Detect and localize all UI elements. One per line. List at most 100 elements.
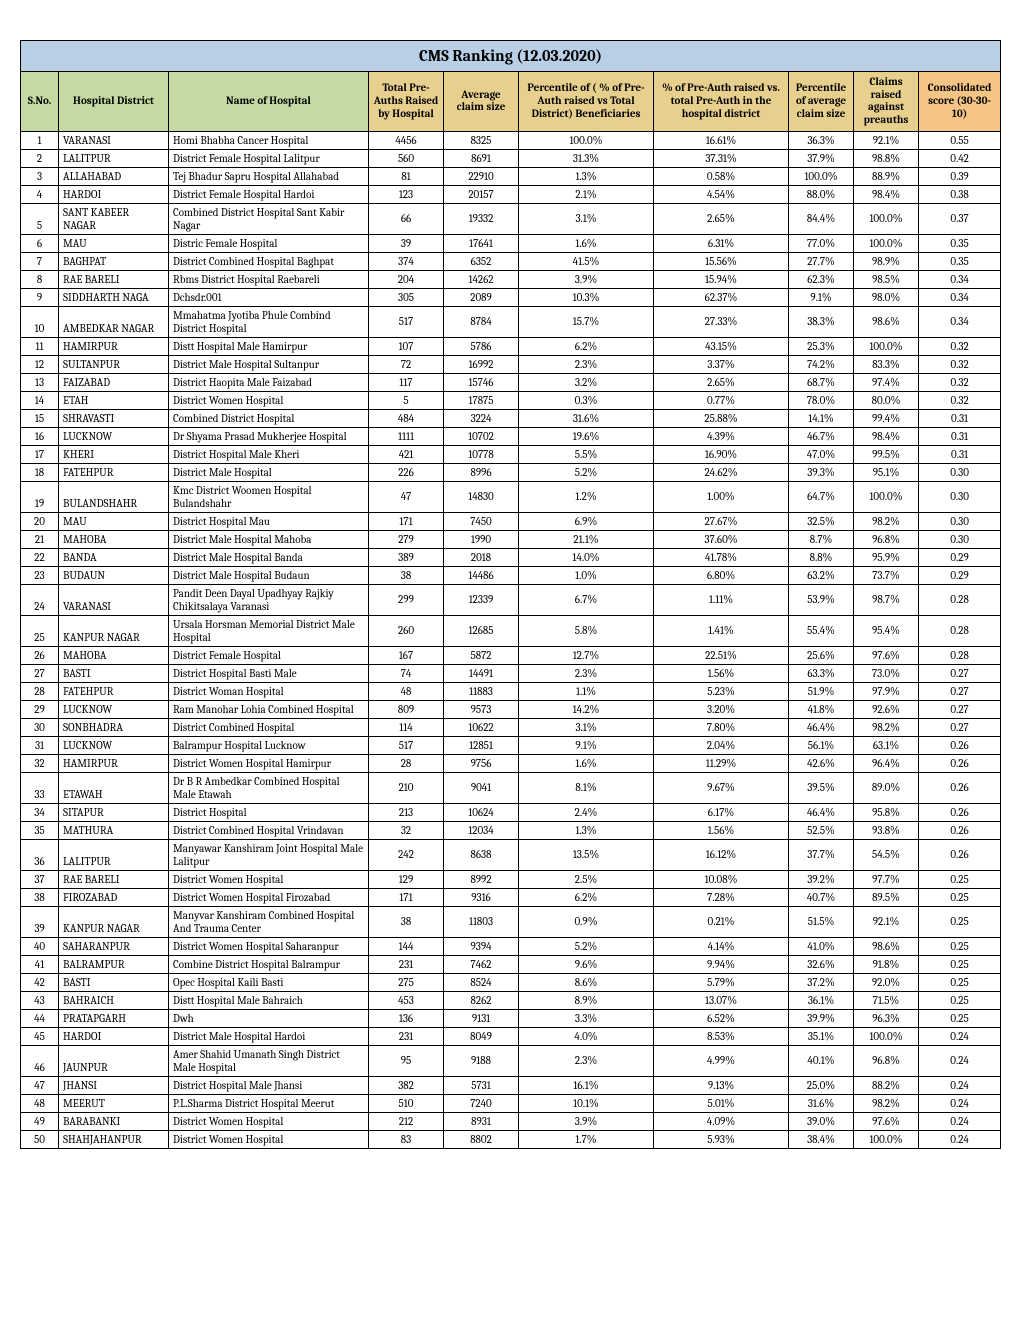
cell: FATEHPUR bbox=[59, 682, 169, 700]
cell: 74 bbox=[369, 664, 444, 682]
cell: 11.29% bbox=[654, 754, 789, 772]
cell: 54.5% bbox=[854, 839, 919, 870]
cell: Distt Hospital Male Bahraich bbox=[169, 991, 369, 1009]
cell: 4.0% bbox=[519, 1027, 654, 1045]
cell: 275 bbox=[369, 973, 444, 991]
cell: 0.28 bbox=[919, 646, 1001, 664]
table-row: 38FIROZABADDistrict Women Hospital Firoz… bbox=[21, 888, 1001, 906]
cell: Dr B R Ambedkar Combined Hospital Male E… bbox=[169, 772, 369, 803]
col-header-4: Average claim size bbox=[444, 72, 519, 132]
cell: 0.26 bbox=[919, 754, 1001, 772]
cell: 4456 bbox=[369, 131, 444, 149]
cell: 0.24 bbox=[919, 1045, 1001, 1076]
cell: 14262 bbox=[444, 270, 519, 288]
cell: 96.4% bbox=[854, 754, 919, 772]
cell: 72 bbox=[369, 355, 444, 373]
cell: 41.78% bbox=[654, 548, 789, 566]
cell: 31.3% bbox=[519, 149, 654, 167]
cell: 4.39% bbox=[654, 427, 789, 445]
cell: 12 bbox=[21, 355, 59, 373]
cell: BAHRAICH bbox=[59, 991, 169, 1009]
table-row: 39KANPUR NAGARManyvar Kanshiram Combined… bbox=[21, 906, 1001, 937]
cell: 43.15% bbox=[654, 337, 789, 355]
cell: 31 bbox=[21, 736, 59, 754]
cell: 28 bbox=[369, 754, 444, 772]
page-container: CMS Ranking (12.03.2020) S.No.Hospital D… bbox=[20, 40, 1000, 1149]
table-row: 16LUCKNOWDr Shyama Prasad Mukherjee Hosp… bbox=[21, 427, 1001, 445]
cell: 100.0% bbox=[854, 481, 919, 512]
cell: 0.24 bbox=[919, 1094, 1001, 1112]
cell: VARANASI bbox=[59, 584, 169, 615]
col-header-5: Percentile of ( % of Pre-Auth raised vs … bbox=[519, 72, 654, 132]
cell: 1.3% bbox=[519, 167, 654, 185]
cell: 98.2% bbox=[854, 1094, 919, 1112]
cell: 37.7% bbox=[789, 839, 854, 870]
table-row: 14ETAHDistrict Women Hospital5178750.3%0… bbox=[21, 391, 1001, 409]
cell: 47.0% bbox=[789, 445, 854, 463]
cell: 41.8% bbox=[789, 700, 854, 718]
cell: 44 bbox=[21, 1009, 59, 1027]
cell: 8.53% bbox=[654, 1027, 789, 1045]
cell: 3.37% bbox=[654, 355, 789, 373]
cell: 9.1% bbox=[519, 736, 654, 754]
cell: 25.0% bbox=[789, 1076, 854, 1094]
cell: MAHOBA bbox=[59, 530, 169, 548]
cell: 389 bbox=[369, 548, 444, 566]
cell: 12034 bbox=[444, 821, 519, 839]
cell: 9131 bbox=[444, 1009, 519, 1027]
cell: District Male Hospital Banda bbox=[169, 548, 369, 566]
cell: 510 bbox=[369, 1094, 444, 1112]
cell: 260 bbox=[369, 615, 444, 646]
cell: District Hospital bbox=[169, 803, 369, 821]
cell: 31.6% bbox=[519, 409, 654, 427]
cell: 37 bbox=[21, 870, 59, 888]
cell: 32 bbox=[369, 821, 444, 839]
cell: District Female Hospital Lalitpur bbox=[169, 149, 369, 167]
cell: 484 bbox=[369, 409, 444, 427]
cell: 3.9% bbox=[519, 270, 654, 288]
cell: 2018 bbox=[444, 548, 519, 566]
cell: 10.1% bbox=[519, 1094, 654, 1112]
cell: 14.2% bbox=[519, 700, 654, 718]
cell: 15.94% bbox=[654, 270, 789, 288]
cell: 7.28% bbox=[654, 888, 789, 906]
cell: 5786 bbox=[444, 337, 519, 355]
cell: 16.90% bbox=[654, 445, 789, 463]
table-row: 44PRATAPGARHDwh13691313.3%6.52%39.9%96.3… bbox=[21, 1009, 1001, 1027]
cell: 98.6% bbox=[854, 306, 919, 337]
cell: 14830 bbox=[444, 481, 519, 512]
cell: 6.7% bbox=[519, 584, 654, 615]
cell: LALITPUR bbox=[59, 149, 169, 167]
cell: 299 bbox=[369, 584, 444, 615]
cell: 3.20% bbox=[654, 700, 789, 718]
cell: 46.4% bbox=[789, 718, 854, 736]
cell: 7 bbox=[21, 252, 59, 270]
cell: Manyvar Kanshiram Combined Hospital And … bbox=[169, 906, 369, 937]
table-row: 48MEERUTP.L.Sharma District Hospital Mee… bbox=[21, 1094, 1001, 1112]
table-row: 25KANPUR NAGARUrsala Horsman Memorial Di… bbox=[21, 615, 1001, 646]
cell: 68.7% bbox=[789, 373, 854, 391]
cell: 52.5% bbox=[789, 821, 854, 839]
cell: 305 bbox=[369, 288, 444, 306]
cell: SULTANPUR bbox=[59, 355, 169, 373]
cell: 0.30 bbox=[919, 463, 1001, 481]
cell: 95.4% bbox=[854, 615, 919, 646]
cell: 40.1% bbox=[789, 1045, 854, 1076]
cell: 22910 bbox=[444, 167, 519, 185]
cell: 171 bbox=[369, 512, 444, 530]
cell: Opec Hospital Kaili Basti bbox=[169, 973, 369, 991]
cell: 1.0% bbox=[519, 566, 654, 584]
cell: 36.1% bbox=[789, 991, 854, 1009]
cell: 23 bbox=[21, 566, 59, 584]
col-header-7: Percentile of average claim size bbox=[789, 72, 854, 132]
cell: 33 bbox=[21, 772, 59, 803]
cell: MEERUT bbox=[59, 1094, 169, 1112]
cell: 10.08% bbox=[654, 870, 789, 888]
cell: 99.5% bbox=[854, 445, 919, 463]
cell: 63.3% bbox=[789, 664, 854, 682]
cell: 97.6% bbox=[854, 1112, 919, 1130]
cell: 88.2% bbox=[854, 1076, 919, 1094]
cell: 1.56% bbox=[654, 664, 789, 682]
cell: 48 bbox=[21, 1094, 59, 1112]
cell: 25 bbox=[21, 615, 59, 646]
